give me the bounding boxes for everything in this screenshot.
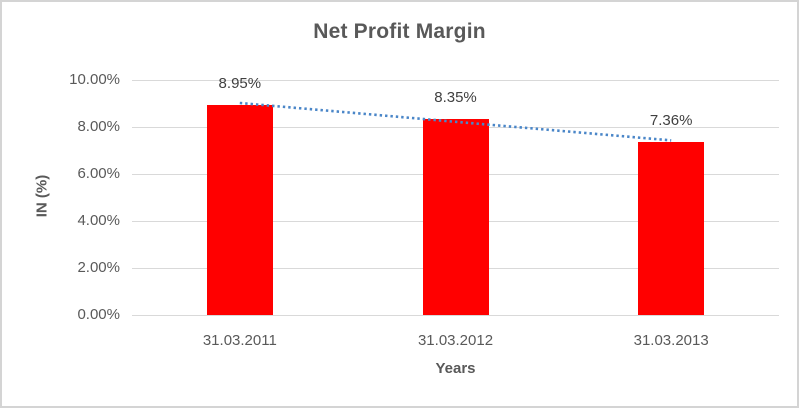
bar-31.03.2012 <box>422 118 489 315</box>
bar-31.03.2011 <box>206 104 273 315</box>
y-tick-label: 2.00% <box>77 259 120 276</box>
data-label: 8.95% <box>218 74 262 92</box>
data-label: 8.35% <box>434 88 477 106</box>
gridline <box>132 80 779 81</box>
y-tick-label: 4.00% <box>77 212 120 229</box>
bar-31.03.2013 <box>638 142 705 315</box>
y-tick-label: 10.00% <box>69 71 120 88</box>
chart-title: Net Profit Margin <box>313 20 486 43</box>
y-tick-label: 8.00% <box>77 118 120 135</box>
data-label: 7.36% <box>649 112 693 130</box>
x-tick-label: 31.03.2012 <box>417 332 494 349</box>
gridline <box>132 315 779 316</box>
x-axis-title: Years <box>435 360 476 377</box>
x-tick-label: 31.03.2013 <box>633 332 709 349</box>
y-tick-label: 6.00% <box>77 165 120 182</box>
x-tick-label: 31.03.2011 <box>202 332 277 349</box>
y-tick-label: 0.00% <box>77 306 120 323</box>
